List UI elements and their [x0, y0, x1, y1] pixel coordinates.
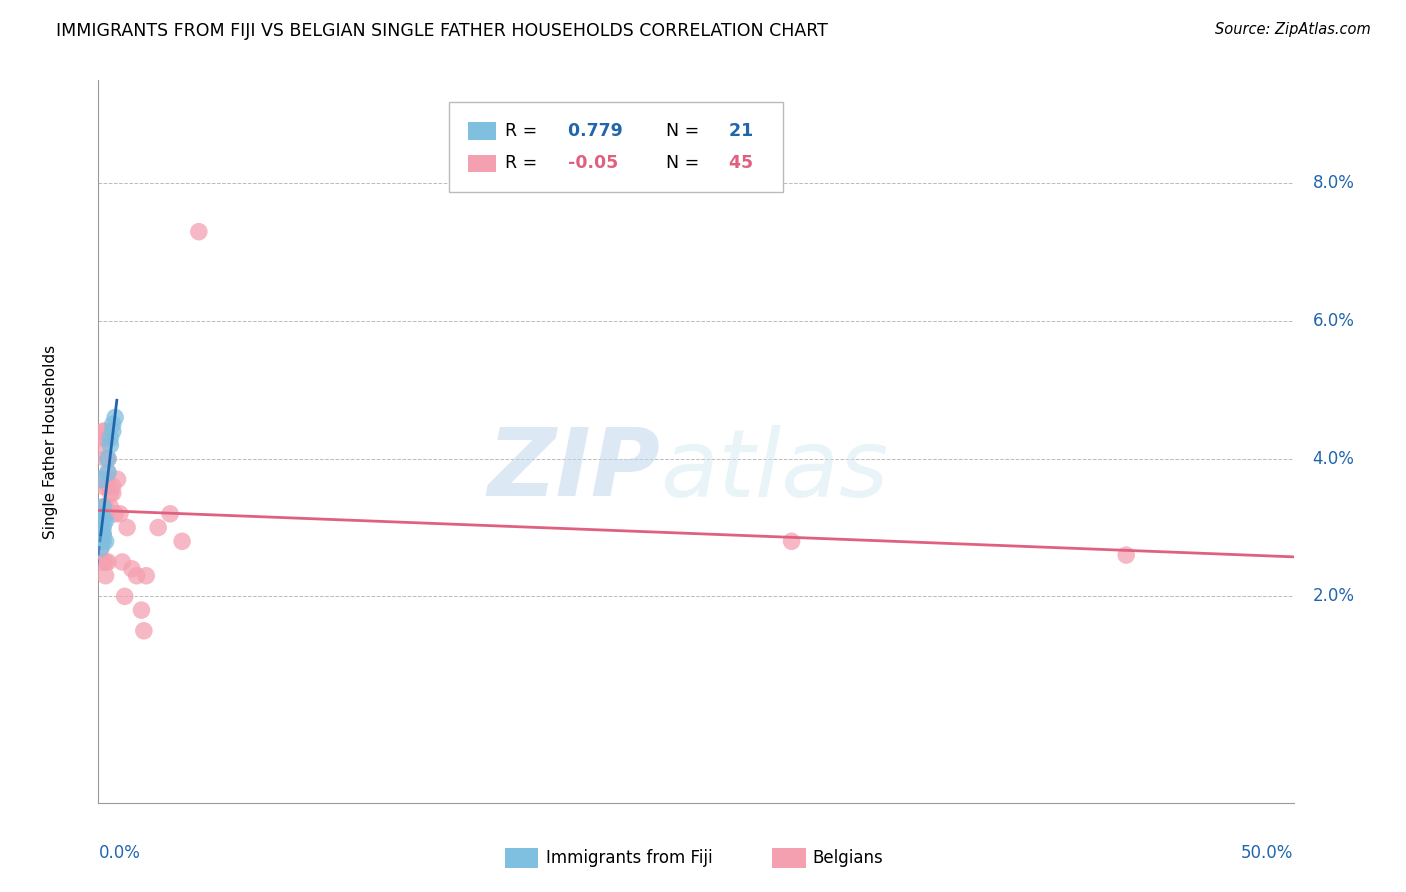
Point: [94, 534, 117, 549]
Point: [94, 472, 117, 486]
Point: [91, 431, 114, 445]
Text: 21: 21: [724, 122, 754, 140]
Point: [101, 417, 124, 432]
Point: [91, 507, 114, 521]
Point: [187, 225, 209, 239]
Point: [91, 527, 114, 541]
Point: [135, 568, 157, 582]
Text: ZIP: ZIP: [488, 425, 661, 516]
Point: [98, 486, 122, 500]
Point: [101, 486, 124, 500]
Point: [94, 451, 117, 466]
Point: [1115, 548, 1137, 562]
Text: IMMIGRANTS FROM FIJI VS BELGIAN SINGLE FATHER HOUSEHOLDS CORRELATION CHART: IMMIGRANTS FROM FIJI VS BELGIAN SINGLE F…: [56, 22, 828, 40]
Point: [94, 431, 117, 445]
Point: [91, 438, 114, 452]
Point: [91, 520, 114, 534]
Point: [114, 590, 136, 604]
Point: [94, 514, 117, 528]
Text: 8.0%: 8.0%: [1313, 175, 1354, 193]
Point: [172, 534, 194, 549]
Point: [101, 479, 124, 493]
Point: [131, 603, 153, 617]
Point: [91, 500, 114, 514]
Point: [98, 438, 122, 452]
Text: 4.0%: 4.0%: [1313, 450, 1354, 467]
Point: [97, 555, 120, 569]
Text: 45: 45: [724, 154, 754, 172]
FancyBboxPatch shape: [468, 154, 496, 172]
Point: [90, 520, 112, 534]
Point: [90, 514, 112, 528]
Text: Single Father Households: Single Father Households: [44, 344, 58, 539]
Point: [91, 534, 114, 549]
Text: R =: R =: [505, 154, 537, 172]
Point: [91, 555, 114, 569]
Text: Source: ZipAtlas.com: Source: ZipAtlas.com: [1215, 22, 1371, 37]
Text: N =: N =: [666, 122, 699, 140]
Point: [94, 507, 117, 521]
Point: [90, 507, 112, 521]
Point: [148, 520, 170, 534]
Point: [98, 431, 122, 445]
Point: [90, 514, 112, 528]
Text: atlas: atlas: [661, 425, 889, 516]
Point: [94, 424, 117, 438]
Text: 0.0%: 0.0%: [98, 844, 141, 862]
Point: [90, 520, 112, 534]
Point: [90, 534, 112, 549]
Point: [104, 507, 127, 521]
Point: [91, 514, 114, 528]
Point: [132, 624, 155, 638]
Point: [115, 520, 138, 534]
Point: [94, 568, 117, 582]
Text: 0.779: 0.779: [562, 122, 623, 140]
Point: [104, 410, 127, 425]
Text: 6.0%: 6.0%: [1313, 312, 1354, 330]
Point: [91, 527, 114, 541]
Point: [97, 451, 120, 466]
Point: [97, 466, 120, 480]
Point: [125, 568, 148, 582]
Text: R =: R =: [505, 122, 537, 140]
Text: Belgians: Belgians: [813, 849, 883, 867]
Point: [91, 479, 114, 493]
Point: [90, 527, 112, 541]
Point: [107, 472, 129, 486]
Point: [108, 507, 131, 521]
Text: Immigrants from Fiji: Immigrants from Fiji: [546, 849, 713, 867]
Point: [97, 479, 120, 493]
Point: [159, 507, 181, 521]
Text: 50.0%: 50.0%: [1241, 844, 1294, 862]
Point: [121, 562, 143, 576]
Point: [90, 541, 112, 556]
Point: [780, 534, 803, 549]
Point: [97, 466, 120, 480]
Point: [90, 534, 112, 549]
Point: [90, 541, 112, 556]
FancyBboxPatch shape: [449, 102, 783, 193]
Point: [94, 555, 117, 569]
Point: [98, 500, 122, 514]
Point: [90, 527, 112, 541]
Point: [101, 424, 124, 438]
FancyBboxPatch shape: [468, 122, 496, 139]
Point: [90, 472, 112, 486]
Point: [91, 424, 114, 438]
Point: [94, 500, 117, 514]
Point: [91, 500, 114, 514]
Text: N =: N =: [666, 154, 699, 172]
Text: 2.0%: 2.0%: [1313, 587, 1354, 606]
Point: [97, 451, 120, 466]
Point: [111, 555, 134, 569]
Text: -0.05: -0.05: [562, 154, 619, 172]
